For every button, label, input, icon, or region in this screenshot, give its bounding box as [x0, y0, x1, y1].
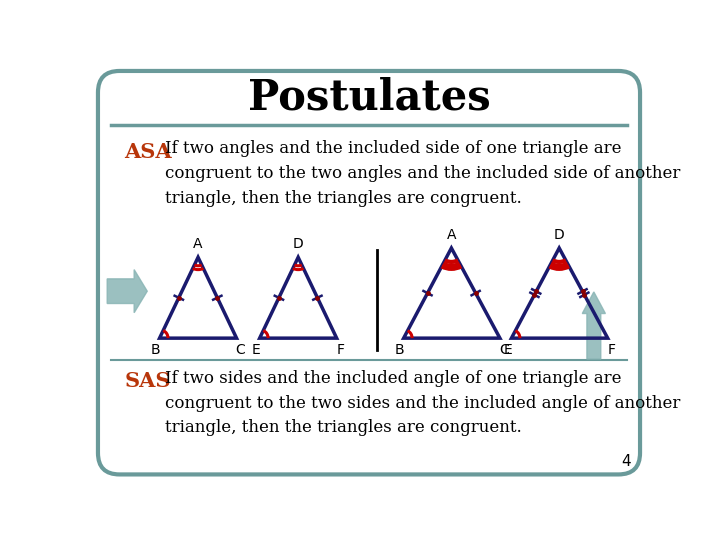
- Text: If two sides and the included angle of one triangle are
congruent to the two sid: If two sides and the included angle of o…: [165, 370, 680, 436]
- Text: D: D: [554, 228, 564, 242]
- Text: B: B: [395, 343, 405, 357]
- Text: E: E: [251, 343, 260, 357]
- Text: ASA: ASA: [124, 142, 172, 162]
- Text: E: E: [503, 343, 512, 357]
- Text: A: A: [193, 237, 203, 251]
- FancyBboxPatch shape: [98, 71, 640, 475]
- FancyArrow shape: [582, 292, 606, 359]
- Text: D: D: [293, 237, 304, 251]
- Text: C: C: [235, 343, 246, 357]
- Polygon shape: [107, 269, 148, 313]
- Text: F: F: [608, 343, 616, 357]
- Text: F: F: [336, 343, 344, 357]
- Text: SAS: SAS: [124, 372, 171, 392]
- Text: 4: 4: [621, 454, 631, 469]
- Text: B: B: [151, 343, 161, 357]
- Text: A: A: [446, 228, 456, 242]
- Text: C: C: [499, 343, 508, 357]
- Text: If two angles and the included side of one triangle are
congruent to the two ang: If two angles and the included side of o…: [165, 140, 680, 207]
- Text: Postulates: Postulates: [248, 76, 490, 118]
